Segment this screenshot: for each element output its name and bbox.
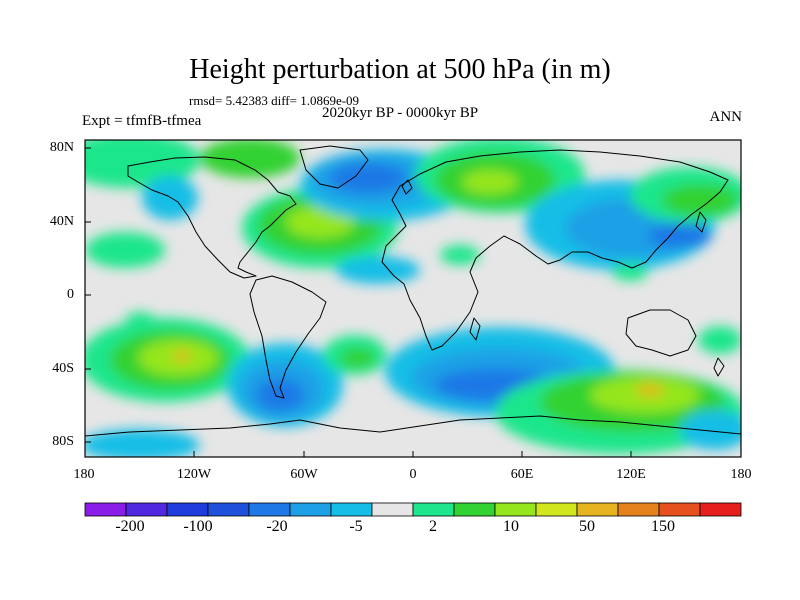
map-panel: [85, 140, 741, 457]
lat-label-40s: 40S: [52, 361, 74, 376]
madagascar-coast: [469, 317, 481, 341]
colorbar-swatch: [371, 502, 414, 517]
experiment-label: Expt = tfmfB-tfmea: [82, 113, 202, 129]
lat-label-0: 0: [67, 287, 74, 302]
contour-north-atlantic-low-peak: [330, 163, 406, 193]
contour-ne-pacific-low: [142, 176, 198, 220]
colorbar-label-2: -100: [183, 518, 213, 535]
contour-south-atlantic-high-core: [340, 348, 376, 368]
colorbar-swatch: [248, 502, 291, 517]
colorbar-swatch: [453, 502, 496, 517]
colorbar-label-4: -5: [349, 518, 363, 535]
colorbar-swatch: [576, 502, 619, 517]
lat-label-80s: 80S: [52, 434, 74, 449]
colorbar-label-6: 10: [503, 518, 519, 535]
contour-asia-low-peak: [648, 224, 712, 248]
contour-southern-ocean-high-max: [636, 384, 664, 396]
contour-south-asia-high: [612, 263, 648, 281]
colorbar-swatch: [494, 502, 537, 517]
contour-eurasia-high-peak: [462, 170, 518, 194]
colorbar-swatch: [535, 502, 578, 517]
colorbar-swatch: [330, 502, 373, 517]
japan-coast: [695, 211, 707, 233]
colorbar-label-1: -200: [115, 518, 145, 535]
lon-label-180e: 180: [730, 467, 752, 482]
colorbar-swatch: [125, 502, 168, 517]
antarctica-coast: [85, 415, 741, 437]
colorbar-label-8: 150: [651, 518, 675, 535]
plot-title: Height perturbation at 500 hPa (in m): [189, 54, 611, 85]
contour-tropical-atlantic-low: [336, 256, 420, 284]
contour-north-pacific-high-core: [662, 184, 738, 216]
south-america-coast: [249, 275, 327, 399]
lon-label-120e: 120E: [616, 467, 646, 482]
lat-label-40n: 40N: [49, 214, 74, 229]
contour-south-pacific-high-max: [172, 351, 192, 361]
colorbar-swatch: [207, 502, 250, 517]
colorbar-label-5: 2: [429, 518, 437, 535]
time-period: 2020kyr BP - 0000kyr BP: [321, 105, 479, 121]
greenland-coast: [299, 145, 369, 189]
colorbar-label-7: 50: [579, 518, 595, 535]
colorbar-swatch: [166, 502, 209, 517]
colorbar-swatch: [289, 502, 332, 517]
australia-coast: [625, 309, 697, 357]
colorbar-swatch: [412, 502, 455, 517]
axis-ticks: [85, 147, 632, 457]
eurasia-africa-coast: [381, 149, 729, 351]
north-america-coast: [127, 156, 297, 279]
new-zealand-coast: [713, 357, 725, 377]
lon-label-60w: 60W: [290, 467, 318, 482]
contour-antarctic-low: [85, 429, 200, 457]
colorbar-label-3: -20: [266, 518, 288, 535]
contour-pacific-high-weak: [85, 232, 165, 268]
uk-coast: [401, 179, 413, 195]
colorbar-swatch: [658, 502, 701, 517]
rmsd-stats: rmsd= 5.42383 diff= 1.0869e-09: [189, 93, 360, 108]
contour-tasman-high: [698, 326, 741, 354]
colorbar: [84, 502, 742, 517]
colorbar-swatch: [84, 502, 127, 517]
lat-label-80n: 80N: [49, 140, 74, 155]
season-label: ANN: [709, 109, 743, 125]
contour-arabia-high: [440, 245, 480, 265]
colorbar-swatch: [617, 502, 660, 517]
lon-label-60e: 60E: [510, 467, 534, 482]
contour-nw-pacific-arctic: [85, 140, 200, 188]
contour-north-america-arctic: [200, 140, 300, 178]
contour-se-pacific-low: [680, 410, 741, 450]
contour-south-atlantic-west-low-peak: [256, 379, 304, 411]
contour-fills: [85, 140, 741, 457]
lon-label-180w: 180: [73, 467, 95, 482]
coastlines: [85, 145, 741, 437]
lon-label-120w: 120W: [176, 467, 212, 482]
lon-label-0: 0: [409, 467, 417, 482]
colorbar-swatch: [699, 502, 742, 517]
